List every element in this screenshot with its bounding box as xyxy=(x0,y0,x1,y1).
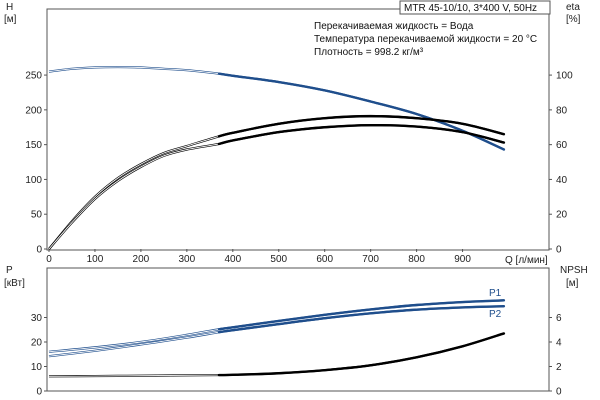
x-tick-label-200: 200 xyxy=(133,254,150,265)
bottom-curve-p1-bold xyxy=(217,299,506,331)
top-curve-eta-outer-bold xyxy=(217,114,506,138)
top-right-tick-80: 80 xyxy=(556,105,568,116)
bottom-left-tick-30: 30 xyxy=(31,313,43,324)
x-axis-label: Q [л/мин] xyxy=(505,255,548,266)
info-line-fluid: Перекачиваемая жидкость = Вода xyxy=(314,21,474,32)
bottom-left-axis-title: P xyxy=(6,265,13,276)
top-curve-h-outline xyxy=(48,65,505,151)
bottom-curve-npsh-gap xyxy=(48,333,505,377)
bottom-right-axis-title: NPSH xyxy=(560,265,588,276)
x-tick-label-900: 900 xyxy=(454,254,471,265)
bottom-curve-npsh-bold xyxy=(217,332,506,377)
top-left-tick-200: 200 xyxy=(25,105,42,116)
bottom-right-tick-2: 2 xyxy=(556,362,562,373)
x-tick-label-0: 0 xyxy=(46,254,52,265)
top-left-tick-50: 50 xyxy=(31,210,43,221)
series-label-p1: P1 xyxy=(489,288,502,299)
series-label-p2: P2 xyxy=(489,309,502,320)
top-right-tick-0: 0 xyxy=(556,245,562,256)
top-left-tick-150: 150 xyxy=(25,140,42,151)
top-right-tick-20: 20 xyxy=(556,210,568,221)
bottom-right-tick-6: 6 xyxy=(556,313,562,324)
top-curve-eta-inner-gap xyxy=(48,124,505,250)
bottom-left-axis-unit: [кВт] xyxy=(4,278,25,289)
bottom-right-tick-0: 0 xyxy=(556,387,562,398)
bottom-left-tick-20: 20 xyxy=(31,338,43,349)
top-left-tick-100: 100 xyxy=(25,175,42,186)
top-right-axis-title: eta xyxy=(566,2,580,13)
top-right-tick-40: 40 xyxy=(556,175,568,186)
top-curve-h-gap xyxy=(48,66,505,150)
top-left-tick-250: 250 xyxy=(25,71,42,82)
ticks-layer: 0 100 200 300 400 500 600 700 800 900050100150200… xyxy=(25,71,573,398)
top-panel-frame xyxy=(46,8,550,251)
model-box xyxy=(399,0,551,15)
bottom-left-tick-10: 10 xyxy=(31,362,43,373)
bottom-right-axis-unit: [м] xyxy=(566,278,579,289)
top-left-axis-unit: [м] xyxy=(4,14,17,25)
top-right-axis-unit: [%] xyxy=(566,14,581,25)
x-tick-label-600: 600 xyxy=(316,254,333,265)
top-left-tick-0: 0 xyxy=(36,245,42,256)
info-line-temperature: Температура перекачиваемой жидкости = 20… xyxy=(314,34,537,45)
top-curve-h-bold xyxy=(217,72,506,151)
x-tick-label-100: 100 xyxy=(87,254,104,265)
top-right-tick-100: 100 xyxy=(556,71,573,82)
bottom-panel-frame xyxy=(46,267,550,392)
bottom-curve-npsh-outline xyxy=(48,332,505,378)
info-line-density: Плотность = 998.2 кг/м³ xyxy=(314,47,424,58)
curves-layer xyxy=(48,65,506,378)
bottom-curve-p2-outline xyxy=(48,305,504,358)
bottom-left-tick-0: 0 xyxy=(36,387,42,398)
top-left-axis-title: H xyxy=(6,2,13,13)
x-tick-label-800: 800 xyxy=(408,254,425,265)
top-right-tick-60: 60 xyxy=(556,140,568,151)
top-curve-eta-inner-bold xyxy=(217,123,506,146)
top-curve-eta-inner-outline xyxy=(48,124,505,250)
x-tick-label-300: 300 xyxy=(179,254,196,265)
x-tick-label-400: 400 xyxy=(224,254,241,265)
bottom-right-tick-4: 4 xyxy=(556,338,562,349)
x-tick-label-700: 700 xyxy=(362,254,379,265)
model-label: MTR 45-10/10, 3*400 V, 50Hz xyxy=(404,3,537,14)
x-tick-label-500: 500 xyxy=(270,254,287,265)
bottom-curve-p2-bold xyxy=(217,305,506,334)
